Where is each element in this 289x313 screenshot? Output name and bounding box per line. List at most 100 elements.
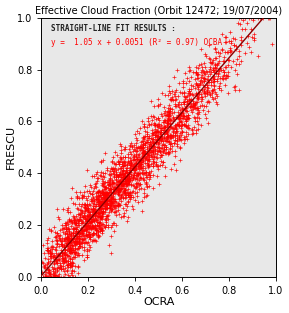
Point: [146, 164, 151, 169]
Point: [225, 49, 229, 54]
Point: [170, 119, 175, 124]
Point: [211, 75, 216, 80]
Point: [67, 248, 72, 253]
Point: [195, 96, 200, 101]
Point: [227, 29, 232, 34]
Point: [174, 88, 179, 93]
Point: [165, 138, 170, 143]
Point: [127, 196, 132, 201]
Point: [47, 269, 51, 274]
Point: [184, 117, 189, 122]
Point: [93, 210, 97, 215]
Point: [93, 208, 98, 213]
Point: [210, 59, 214, 64]
Point: [101, 201, 105, 206]
Point: [142, 152, 147, 157]
Point: [226, 57, 231, 62]
Point: [201, 82, 205, 87]
Point: [82, 202, 87, 207]
Point: [61, 257, 66, 262]
Point: [160, 90, 164, 95]
Point: [252, 36, 257, 41]
Point: [51, 261, 56, 266]
Point: [112, 187, 116, 192]
Point: [127, 169, 131, 174]
Point: [107, 206, 111, 211]
Point: [92, 226, 97, 231]
Point: [145, 162, 150, 167]
Point: [147, 156, 151, 161]
Point: [135, 156, 140, 162]
Point: [88, 216, 93, 221]
Point: [152, 129, 157, 134]
Point: [150, 145, 154, 150]
Point: [145, 140, 150, 145]
Point: [131, 182, 136, 187]
Point: [71, 219, 76, 224]
Point: [82, 258, 87, 263]
Point: [149, 114, 153, 119]
Point: [90, 239, 95, 244]
Point: [168, 142, 173, 147]
Point: [46, 227, 51, 232]
Point: [87, 218, 92, 223]
Point: [76, 238, 81, 243]
Point: [139, 145, 143, 150]
Point: [151, 136, 155, 141]
Point: [140, 172, 145, 177]
Point: [165, 120, 169, 125]
Point: [75, 206, 79, 211]
Point: [151, 130, 155, 135]
Point: [59, 239, 63, 244]
Point: [52, 273, 57, 278]
Point: [140, 208, 144, 213]
Point: [46, 268, 51, 273]
Point: [231, 43, 236, 48]
Point: [167, 111, 172, 116]
Point: [74, 226, 78, 231]
Point: [95, 197, 100, 202]
Point: [94, 172, 99, 177]
Point: [108, 204, 113, 209]
Point: [85, 167, 90, 172]
Point: [157, 148, 162, 153]
Point: [166, 133, 171, 138]
Point: [121, 180, 126, 185]
Point: [188, 91, 192, 96]
Point: [53, 255, 58, 260]
Point: [84, 227, 89, 232]
Point: [84, 203, 89, 208]
Point: [45, 245, 49, 250]
Point: [188, 107, 193, 112]
Point: [61, 259, 66, 264]
Point: [82, 222, 87, 227]
Point: [98, 214, 102, 219]
Point: [166, 134, 171, 139]
Point: [108, 203, 112, 208]
Point: [93, 227, 98, 232]
Point: [173, 154, 177, 159]
Point: [59, 241, 64, 246]
Point: [133, 164, 138, 169]
Point: [120, 192, 125, 197]
Point: [127, 161, 131, 166]
Point: [200, 94, 204, 99]
Point: [86, 205, 91, 210]
Point: [86, 206, 91, 211]
Point: [83, 216, 87, 221]
Point: [141, 157, 145, 162]
Point: [94, 238, 99, 243]
Point: [52, 246, 57, 251]
Point: [161, 147, 166, 152]
Point: [109, 207, 113, 212]
Point: [129, 162, 134, 167]
Point: [105, 190, 110, 195]
Point: [205, 100, 209, 105]
Point: [174, 115, 179, 120]
Point: [217, 80, 222, 85]
Point: [101, 223, 106, 228]
Point: [193, 100, 198, 105]
Point: [172, 133, 177, 138]
Point: [148, 150, 153, 155]
Point: [104, 191, 108, 196]
